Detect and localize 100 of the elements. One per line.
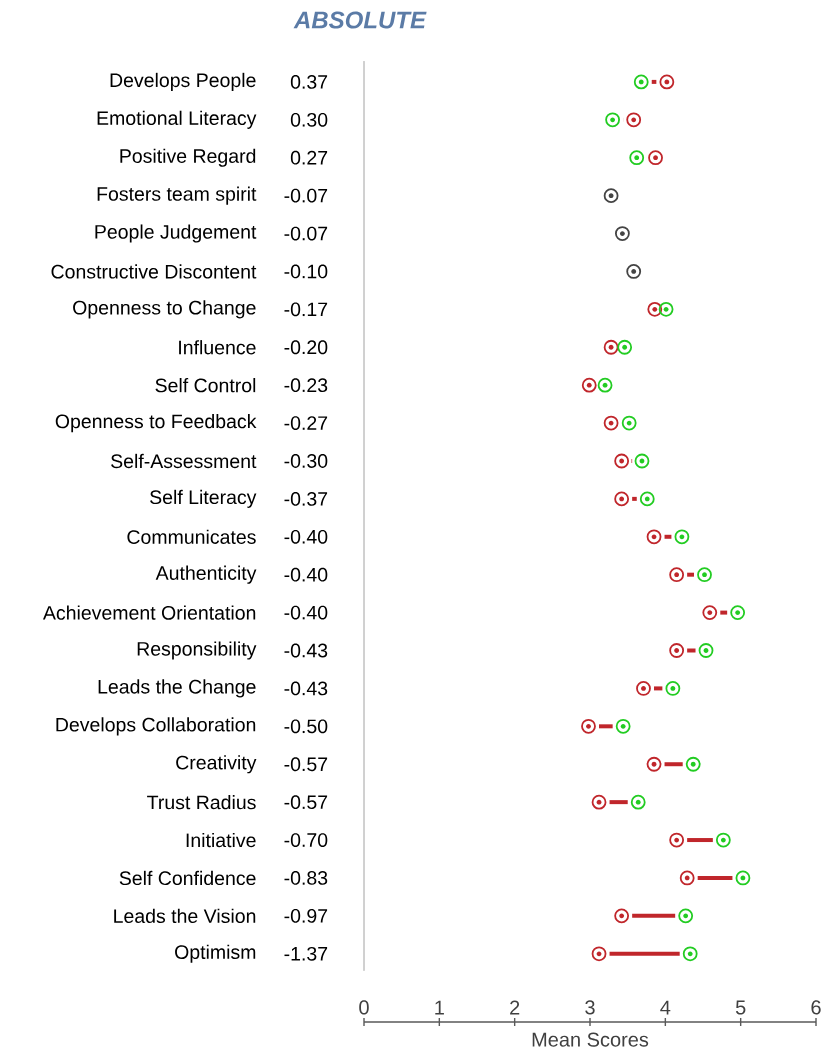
point bbox=[617, 339, 633, 355]
x-tick-label: 1 bbox=[435, 1000, 444, 1015]
x-axis-title: Mean Scores bbox=[532, 1032, 649, 1047]
point bbox=[646, 529, 662, 545]
point bbox=[591, 946, 607, 962]
y-tick-label: Fosters team spirit bbox=[97, 186, 257, 205]
y-tick-label: Self Confidence bbox=[119, 870, 256, 886]
y-tick-label: Self Control bbox=[155, 378, 256, 393]
text: 0.27 bbox=[290, 150, 328, 165]
point bbox=[621, 415, 637, 431]
y-tick-label: Influence bbox=[179, 340, 256, 355]
chart-title: ABSOLUTE bbox=[293, 11, 427, 29]
text: -0.40 bbox=[284, 605, 328, 620]
y-tick-label: Achievement Orientation bbox=[42, 605, 256, 620]
y-tick-label: Authenticity bbox=[155, 565, 257, 584]
point bbox=[630, 794, 646, 810]
point bbox=[597, 377, 613, 393]
point bbox=[697, 567, 712, 583]
point bbox=[678, 908, 694, 924]
y-tick-label: Constructive Discontent bbox=[51, 264, 257, 279]
point bbox=[648, 150, 663, 166]
point bbox=[603, 415, 619, 431]
point bbox=[626, 264, 642, 279]
x-tick-label: 4 bbox=[660, 1000, 671, 1015]
y-tick-label: People Judgement bbox=[95, 224, 257, 243]
text: 0.37 bbox=[290, 75, 328, 89]
text: -0.17 bbox=[284, 302, 328, 317]
y-tick-label: Self Literacy bbox=[150, 489, 257, 508]
text: -0.07 bbox=[284, 188, 328, 203]
point bbox=[715, 832, 731, 848]
text: -0.50 bbox=[284, 719, 328, 734]
text: -0.57 bbox=[284, 795, 328, 810]
x-tick-label: 2 bbox=[510, 1000, 520, 1015]
point bbox=[735, 870, 751, 886]
x-tick-label: 5 bbox=[735, 1000, 746, 1015]
text: 0.30 bbox=[290, 112, 328, 127]
y-tick-label: Leads the Change bbox=[98, 679, 256, 698]
text: -0.40 bbox=[284, 567, 328, 582]
y-tick-label: Develops People bbox=[110, 72, 256, 91]
text: -0.43 bbox=[284, 681, 328, 696]
point bbox=[639, 491, 655, 507]
point bbox=[634, 453, 650, 469]
point bbox=[682, 946, 698, 962]
y-tick-label: Leads the Vision bbox=[114, 908, 256, 924]
point bbox=[674, 529, 690, 545]
point bbox=[665, 681, 681, 696]
text: -0.27 bbox=[284, 416, 328, 430]
text: -0.43 bbox=[284, 643, 328, 658]
point bbox=[669, 643, 685, 658]
point bbox=[603, 339, 619, 355]
point bbox=[603, 188, 619, 204]
point bbox=[669, 567, 685, 583]
y-tick-label: Trust Radius bbox=[147, 794, 256, 810]
y-tick-label: Self-Assessment bbox=[111, 453, 257, 469]
y-tick-label: Responsibility bbox=[137, 641, 257, 660]
text: -0.10 bbox=[284, 264, 328, 279]
text: -0.97 bbox=[284, 908, 328, 923]
x-tick-label: 3 bbox=[585, 1000, 595, 1015]
text: -0.23 bbox=[284, 378, 328, 393]
point bbox=[615, 226, 630, 241]
text: -0.37 bbox=[284, 491, 328, 506]
text: -0.57 bbox=[284, 757, 328, 772]
point bbox=[702, 605, 718, 621]
point bbox=[614, 453, 630, 469]
text: -0.83 bbox=[284, 871, 328, 885]
y-tick-label: Openness to Change bbox=[73, 300, 256, 319]
text: -1.37 bbox=[284, 946, 328, 961]
y-tick-label: Initiative bbox=[186, 832, 256, 848]
point bbox=[591, 794, 607, 810]
point bbox=[633, 74, 649, 90]
y-tick-label: Develops Collaboration bbox=[56, 717, 256, 736]
point bbox=[581, 377, 597, 393]
point bbox=[629, 150, 645, 166]
point bbox=[698, 643, 714, 658]
y-tick-label: Optimism bbox=[175, 944, 256, 963]
point bbox=[685, 756, 701, 772]
text: -0.70 bbox=[284, 833, 328, 847]
y-tick-label: Communicates bbox=[127, 529, 256, 544]
point bbox=[581, 718, 596, 734]
point bbox=[646, 756, 662, 772]
text: -0.07 bbox=[284, 226, 328, 241]
point bbox=[614, 491, 630, 507]
x-tick-label: 6 bbox=[811, 1000, 821, 1015]
point bbox=[659, 74, 675, 90]
point bbox=[615, 718, 631, 734]
point bbox=[605, 112, 620, 128]
point bbox=[658, 301, 674, 317]
y-tick-label: Emotional Literacy bbox=[97, 110, 257, 129]
text: -0.40 bbox=[284, 529, 328, 544]
point bbox=[626, 112, 642, 128]
point bbox=[730, 605, 746, 621]
text: -0.30 bbox=[284, 454, 328, 468]
point bbox=[614, 908, 630, 924]
point bbox=[679, 870, 695, 886]
y-tick-label: Openness to Feedback bbox=[55, 413, 257, 433]
point bbox=[669, 832, 685, 848]
x-tick-label: 0 bbox=[359, 1000, 369, 1015]
y-tick-label: Creativity bbox=[176, 755, 257, 774]
text: -0.20 bbox=[284, 340, 328, 355]
point bbox=[647, 301, 663, 317]
